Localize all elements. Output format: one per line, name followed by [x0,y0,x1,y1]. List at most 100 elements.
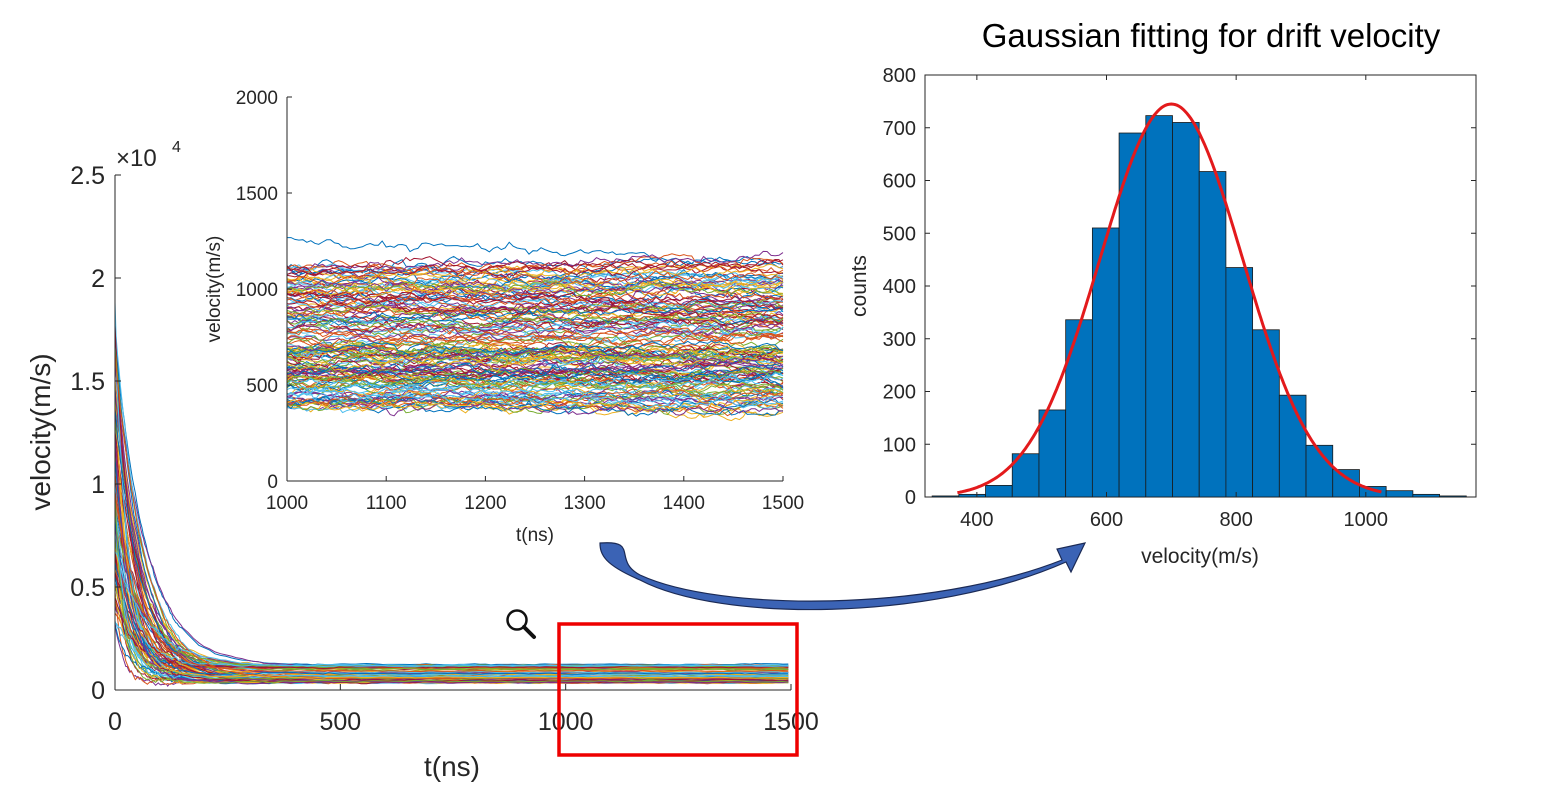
main-exponent-power: 4 [172,139,181,156]
inset-x-tick-label: 1300 [563,493,605,514]
inset-series-line [286,322,784,336]
main-series-line [114,492,789,670]
inset-y-tick-label: 500 [246,376,278,397]
histogram-y-tick-label: 300 [883,329,916,351]
main-series-line [114,451,789,670]
inset-series-line [286,374,784,394]
main-series-line [114,532,789,668]
inset-series-line [286,327,784,348]
inset-series-line [286,312,784,330]
inset-series-line [286,285,784,306]
main-series-line [114,571,789,682]
main-y-tick-label: 2 [91,265,105,293]
inset-series-line [286,278,784,301]
inset-series-line [286,384,784,403]
main-y-tick-label: 1 [91,471,105,499]
inset-series-line [286,345,783,364]
inset-series-line [287,347,784,365]
main-plot-lines [114,302,789,687]
inset-series-line [286,250,784,273]
inset-series-line [286,256,784,276]
inset-series-line [286,310,784,326]
main-x-tick-label: 1500 [763,708,819,736]
inset-series-line [286,372,784,398]
histogram-bar [931,495,960,498]
histogram-y-tick-label: 200 [883,382,916,404]
main-ticks: 0 500 1000 1500 0 0.5 1 1.5 2 2.5 [70,162,819,736]
histogram-bar [1145,115,1173,498]
curved-arrow-icon [599,542,1087,611]
main-series-line [114,525,789,681]
histogram-y-tick-label: 100 [883,434,916,456]
main-series-line [114,456,789,683]
main-velocity-chart: 0 500 1000 1500 0 0.5 1 1.5 2 2.5 ×10 4 t(ns) vel… [25,139,819,782]
inset-series-line [286,381,784,396]
histogram-bar [1278,394,1307,498]
main-series-line [114,339,789,678]
inset-velocity-chart: 1000 1100 1200 1300 1400 1500 0 500 1000 1500 2000… [204,88,804,546]
histogram-bar [958,493,986,498]
main-x-tick-label: 1000 [538,708,594,736]
histogram-y-tick-label: 400 [883,276,916,298]
main-series-line [114,550,789,669]
zoom-region-box [557,622,799,757]
inset-series-line [286,397,784,413]
main-series-line [114,454,789,679]
histogram-x-tick-label: 400 [960,509,993,531]
inset-y-tick-label: 0 [267,472,278,493]
inset-series-line [286,270,784,289]
main-y-tick-label: 2.5 [70,162,105,190]
inset-series-line [286,318,784,338]
main-y-tick-label: 1.5 [70,368,105,396]
inset-series-line [286,302,784,319]
histogram-x-tick-label: 1000 [1344,509,1389,531]
inset-series-line [286,291,784,310]
inset-x-tick-label: 1500 [762,493,804,514]
inset-series-line [286,345,784,363]
histogram-bar [1252,329,1280,498]
main-y-tick-label: 0 [91,677,105,705]
histogram-bar [1225,267,1254,498]
main-x-tick-label: 0 [108,708,122,736]
histogram-y-label: counts [848,255,871,317]
inset-y-tick-label: 1500 [236,184,278,205]
gaussian-fit-curve [957,102,1382,495]
main-series-line [114,538,789,678]
inset-series-line [286,292,784,308]
histogram-title: Gaussian fitting for drift velocity [982,17,1441,54]
histogram-y-tick-label: 700 [883,118,916,140]
histogram-y-tick-label: 500 [883,223,916,245]
inset-series-line [286,280,784,297]
histogram-bar [1412,493,1440,498]
inset-series-line [286,353,784,373]
main-series-line [114,526,789,679]
inset-series-line [286,298,784,319]
histogram-ticks: 400 600 800 1000 0 100 200 300 400 500 600 700 800 [883,65,1476,531]
main-series-line [114,520,789,675]
main-series-line [114,502,789,666]
histogram-bars [931,115,1467,498]
main-series-line [114,451,789,685]
main-series-line [114,493,789,673]
inset-y-tick-label: 2000 [236,88,278,109]
main-series-line [114,506,789,667]
main-series-line [114,551,789,668]
histogram-y-tick-label: 800 [883,65,916,87]
magnifier-icon [506,609,536,639]
main-series-line [114,557,789,673]
histogram-x-tick-label: 800 [1219,509,1252,531]
main-series-line [114,584,789,679]
inset-series-line [286,385,784,405]
inset-series-line [286,342,784,362]
inset-series-line [286,276,784,294]
histogram-bar [985,484,1013,498]
histogram-bar [1172,122,1200,498]
main-series-line [114,511,789,668]
main-series-line [114,491,789,680]
inset-series-line [286,323,784,344]
inset-series-line [286,360,784,377]
histogram-bar [1439,495,1467,498]
histogram-bar [1198,171,1227,498]
